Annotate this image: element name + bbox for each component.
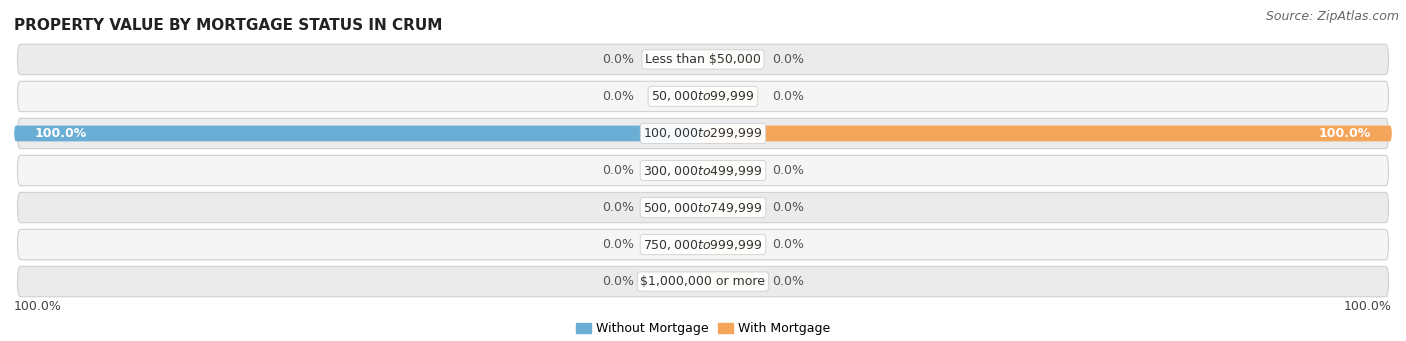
Text: 0.0%: 0.0% (772, 238, 804, 251)
FancyBboxPatch shape (17, 81, 1389, 112)
FancyBboxPatch shape (17, 118, 1389, 149)
FancyBboxPatch shape (17, 44, 1389, 75)
FancyBboxPatch shape (14, 125, 703, 142)
Text: Source: ZipAtlas.com: Source: ZipAtlas.com (1265, 10, 1399, 23)
FancyBboxPatch shape (703, 274, 758, 290)
Text: 0.0%: 0.0% (772, 201, 804, 214)
Text: 0.0%: 0.0% (602, 201, 634, 214)
FancyBboxPatch shape (648, 89, 703, 104)
Text: 100.0%: 100.0% (1319, 127, 1371, 140)
FancyBboxPatch shape (17, 155, 1389, 186)
FancyBboxPatch shape (703, 89, 758, 104)
Text: 0.0%: 0.0% (602, 90, 634, 103)
FancyBboxPatch shape (648, 51, 703, 67)
FancyBboxPatch shape (17, 229, 1389, 260)
Text: $300,000 to $499,999: $300,000 to $499,999 (644, 163, 762, 178)
Text: 0.0%: 0.0% (772, 53, 804, 66)
Text: 0.0%: 0.0% (602, 53, 634, 66)
Text: 0.0%: 0.0% (602, 238, 634, 251)
Text: 100.0%: 100.0% (1344, 300, 1392, 313)
Text: PROPERTY VALUE BY MORTGAGE STATUS IN CRUM: PROPERTY VALUE BY MORTGAGE STATUS IN CRU… (14, 18, 443, 33)
Text: $500,000 to $749,999: $500,000 to $749,999 (644, 201, 762, 214)
FancyBboxPatch shape (648, 163, 703, 178)
FancyBboxPatch shape (703, 237, 758, 252)
FancyBboxPatch shape (648, 274, 703, 290)
Text: 0.0%: 0.0% (772, 164, 804, 177)
FancyBboxPatch shape (17, 266, 1389, 297)
Legend: Without Mortgage, With Mortgage: Without Mortgage, With Mortgage (571, 317, 835, 340)
Text: 100.0%: 100.0% (35, 127, 87, 140)
FancyBboxPatch shape (703, 163, 758, 178)
Text: $750,000 to $999,999: $750,000 to $999,999 (644, 238, 762, 252)
Text: $50,000 to $99,999: $50,000 to $99,999 (651, 89, 755, 103)
Text: $100,000 to $299,999: $100,000 to $299,999 (644, 127, 762, 140)
FancyBboxPatch shape (17, 192, 1389, 223)
Text: Less than $50,000: Less than $50,000 (645, 53, 761, 66)
FancyBboxPatch shape (648, 237, 703, 252)
FancyBboxPatch shape (703, 125, 1392, 142)
FancyBboxPatch shape (703, 51, 758, 67)
Text: 100.0%: 100.0% (14, 300, 62, 313)
Text: 0.0%: 0.0% (602, 164, 634, 177)
Text: 0.0%: 0.0% (772, 275, 804, 288)
FancyBboxPatch shape (703, 199, 758, 216)
Text: 0.0%: 0.0% (772, 90, 804, 103)
Text: $1,000,000 or more: $1,000,000 or more (641, 275, 765, 288)
Text: 0.0%: 0.0% (602, 275, 634, 288)
FancyBboxPatch shape (648, 199, 703, 216)
